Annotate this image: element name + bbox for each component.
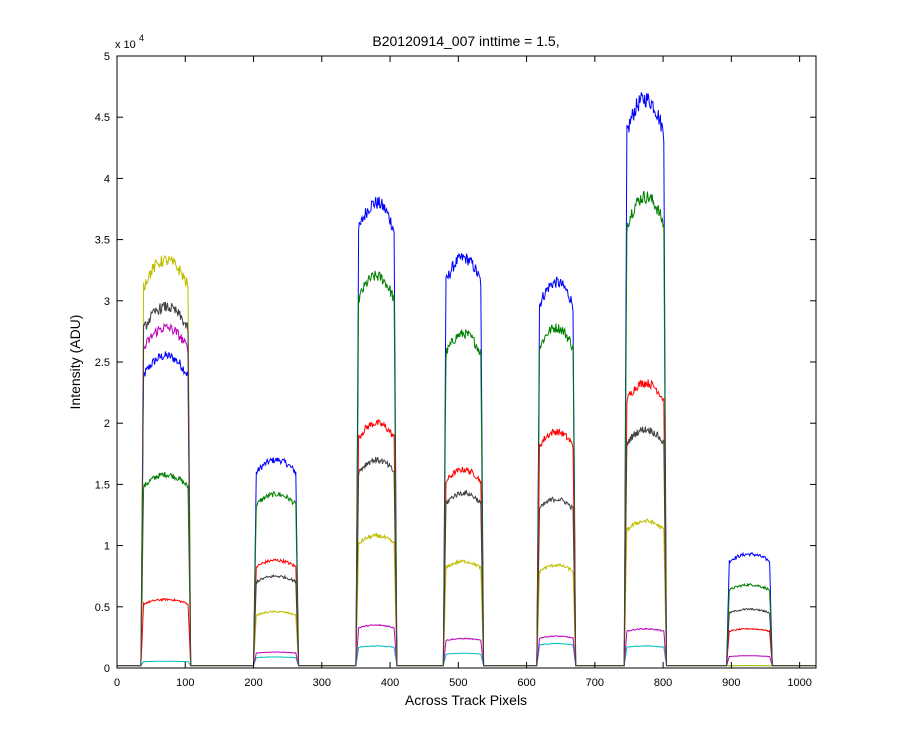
series-layer [117, 92, 816, 667]
x-ticks: 0 100 200 300 400 500 600 700 800 900 1000 [114, 56, 812, 689]
x-tick-label: 0 [114, 677, 120, 689]
y-tick-label: 0 [104, 663, 110, 675]
x-tick-label: 800 [654, 677, 672, 689]
x-tick-label: 400 [381, 677, 399, 689]
y-exponent-power: 4 [139, 33, 144, 43]
y-tick-label: 3 [104, 296, 110, 308]
y-tick-label: 3.5 [95, 235, 110, 247]
x-axis-label: Across Track Pixels [405, 692, 527, 708]
y-axis-label: Intensity (ADU) [67, 315, 83, 410]
x-tick-label: 100 [176, 677, 194, 689]
x-tick-label: 1000 [787, 677, 811, 689]
x-tick-label: 700 [586, 677, 604, 689]
y-tick-label: 5 [104, 51, 110, 63]
x-tick-label: 200 [244, 677, 262, 689]
x-tick-label: 500 [449, 677, 467, 689]
y-tick-label: 4 [104, 173, 110, 185]
x-tick-label: 300 [313, 677, 331, 689]
y-tick-label: 1.5 [95, 479, 110, 491]
x-tick-label: 900 [722, 677, 740, 689]
y-tick-label: 1 [104, 541, 110, 553]
chart-title: B20120914_007 inttime = 1.5, [372, 33, 559, 49]
plot-area [117, 56, 816, 668]
y-tick-label: 0.5 [95, 602, 110, 614]
y-tick-label: 2 [104, 418, 110, 430]
y-tick-label: 2.5 [95, 357, 110, 369]
x-tick-label: 600 [517, 677, 535, 689]
series-line-7 [117, 301, 816, 667]
y-exponent-label: x 10 [115, 39, 136, 51]
y-tick-label: 4.5 [95, 112, 110, 124]
y-ticks: 0 0.5 1 1.5 2 2.5 3 3.5 4 4.5 5 [95, 51, 816, 675]
